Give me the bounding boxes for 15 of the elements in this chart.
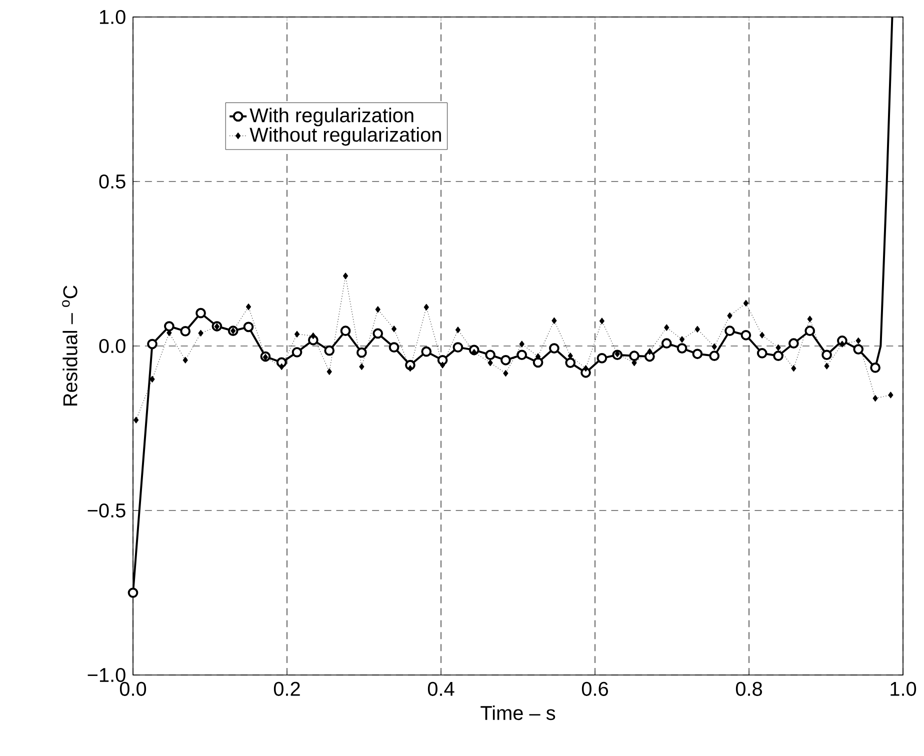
x-tick-label: 0.6	[582, 682, 608, 696]
y-axis-title: Residual – $^{o}$C	[62, 286, 78, 406]
y-tick-label: 0.0	[99, 338, 126, 354]
y-tick-label: −1.0	[88, 668, 126, 682]
y-tick-label: 0.5	[99, 174, 126, 189]
x-axis-title: Time – s	[480, 705, 556, 720]
x-tick-label: 0.4	[428, 682, 454, 696]
x-tick-label: 1.0	[890, 682, 916, 696]
legend-label: Without regularization	[250, 127, 441, 146]
y-tick-label: −0.5	[88, 503, 126, 518]
y-tick-label: 1.0	[100, 10, 126, 24]
x-tick-label: 0.8	[736, 682, 762, 696]
x-tick-label: 0.2	[274, 682, 300, 696]
legend-label: With regularization	[250, 108, 414, 126]
x-tick-label: 0.0	[120, 682, 146, 696]
